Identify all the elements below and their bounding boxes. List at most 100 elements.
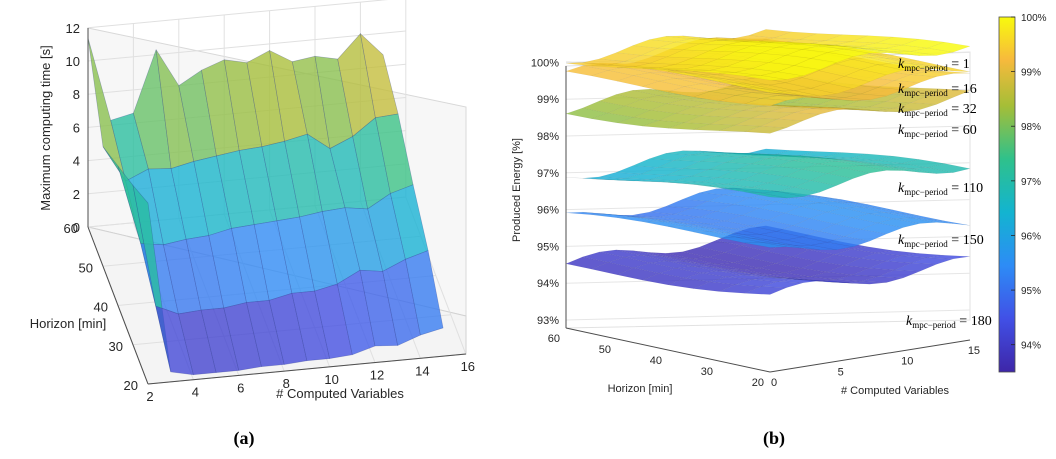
x-tick-label: 15: [968, 345, 980, 357]
colorbar-tick-label: 95%: [1021, 286, 1041, 297]
surface-patch: [927, 41, 971, 53]
y-tick-label: 20: [752, 377, 764, 389]
surface-patch: [749, 29, 792, 39]
y-axis-label: Horizon [min]: [608, 383, 673, 395]
surface-patch: [774, 150, 818, 156]
surface-patch: [825, 152, 869, 159]
y-tick-label: 50: [599, 344, 611, 356]
surface-patch: [876, 155, 920, 164]
surface-patch: [927, 218, 970, 226]
colorbar-tick-label: 96%: [1021, 231, 1041, 242]
y-tick-label: 40: [650, 355, 662, 367]
surface-patch: [800, 33, 843, 41]
surface-patch: [851, 35, 894, 44]
z-tick-label: 6: [73, 120, 80, 135]
z-tick-label: 96%: [537, 205, 559, 217]
panel-b: 93% 94% 95% 96% 97% 98% 99% 100% 20 30 40 50 60 0 5 1…: [511, 13, 1047, 449]
series-label: kmpc−period = 60: [898, 123, 977, 139]
surface-patch: [927, 163, 971, 173]
gridline: [87, 30, 406, 62]
z-axis-label: Maximum computing time [s]: [38, 45, 53, 210]
surface-patch: [390, 184, 429, 260]
surface-patch: [825, 34, 869, 42]
series-label: kmpc−period = 150: [898, 233, 984, 249]
z-tick-label: 0: [73, 220, 80, 235]
series-labels: kmpc−period = 1 kmpc−period = 16 kmpc−peri…: [898, 57, 992, 330]
colorbar-tick-label: 98%: [1021, 122, 1041, 133]
energy-surface: [565, 29, 971, 81]
panel-label-a: (a): [234, 428, 255, 449]
x-tick-label: 16: [461, 359, 475, 374]
x-tick-label: 10: [324, 372, 338, 387]
colorbar-tick-label: 97%: [1021, 177, 1041, 188]
colorbar-tick-labels: 100% 99% 98% 97% 96% 95% 94%: [1011, 13, 1047, 352]
x-tick-label: 0: [771, 377, 777, 389]
surface-patch: [749, 148, 792, 155]
y-tick-label: 40: [94, 300, 108, 315]
surface-patch: [927, 255, 970, 260]
x-tick-label: 5: [838, 366, 844, 378]
panel-a: 0 2 4 6 8 10 12 20 30 40 50 60 2 4 6 8 10 12 14 16 Maximu…: [30, 0, 475, 449]
surface-patch: [375, 113, 414, 194]
surface-patch: [902, 38, 945, 49]
surface-patch: [876, 36, 920, 46]
surface-patch: [902, 253, 945, 258]
surface-patch: [851, 246, 894, 254]
y-tick-label: 60: [548, 333, 560, 345]
surface-patch: [800, 151, 843, 157]
series-label: kmpc−period = 16: [898, 82, 977, 98]
z-tick-label: 99%: [537, 94, 559, 106]
y-tick-label: 30: [109, 339, 123, 354]
z-tick-label: 100%: [531, 57, 559, 69]
x-tick-label: 4: [192, 385, 199, 400]
z-tick-label: 4: [73, 154, 80, 169]
energy-surface: [565, 225, 970, 295]
z-tick-labels: 93% 94% 95% 96% 97% 98% 99% 100%: [531, 57, 559, 327]
z-tick-label: 95%: [537, 241, 559, 253]
x-axis-label: # Computed Variables: [276, 386, 404, 401]
colorbar-tick-label: 94%: [1021, 341, 1041, 352]
x-tick-label: 12: [370, 368, 384, 383]
z-tick-label: 98%: [537, 131, 559, 143]
surface: [87, 32, 444, 376]
x-tick-label: 8: [283, 376, 290, 391]
y-tick-label: 20: [124, 378, 138, 393]
x-tick-labels: 0 5 10 15: [771, 345, 980, 389]
y-tick-label: 50: [79, 260, 93, 275]
panel-label-b: (b): [763, 428, 785, 449]
y-axis-label: Horizon [min]: [30, 316, 107, 331]
surface-patch: [927, 88, 971, 98]
x-axis-label: # Computed Variables: [841, 385, 950, 397]
y-tick-labels: 20 30 40 50 60: [64, 221, 138, 393]
surface-patch: [851, 153, 894, 161]
series-label: kmpc−period = 180: [906, 314, 992, 330]
energy-surface: [565, 148, 971, 199]
surface-patch: [774, 31, 818, 40]
axes: [87, 28, 467, 385]
series-label: kmpc−period = 32: [898, 102, 977, 118]
y-tick-label: 60: [64, 221, 78, 236]
surface-patch: [405, 250, 444, 336]
z-tick-label: 97%: [537, 168, 559, 180]
series-label: kmpc−period = 1: [898, 57, 970, 73]
z-tick-label: 94%: [537, 278, 559, 290]
colorbar-tick-label: 100%: [1021, 13, 1047, 24]
z-tick-label: 8: [73, 87, 80, 102]
y-tick-label: 30: [701, 366, 713, 378]
z-tick-labels: 0 2 4 6 8 10 12: [66, 21, 80, 235]
x-tick-label: 2: [146, 389, 153, 404]
series-label: kmpc−period = 110: [898, 181, 983, 197]
axes: [565, 66, 971, 373]
x-tick-labels: 2 4 6 8 10 12 14 16: [146, 359, 475, 404]
x-tick-label: 14: [415, 363, 429, 378]
surface-patch: [902, 87, 945, 96]
surface-patch: [927, 70, 970, 74]
surface-patch: [927, 65, 971, 72]
z-tick-label: 93%: [537, 315, 559, 327]
z-tick-label: 2: [73, 187, 80, 202]
colorbar: [998, 16, 1016, 373]
z-tick-label: 10: [66, 54, 80, 69]
colorbar-tick-label: 99%: [1021, 68, 1041, 79]
surface-patch: [902, 159, 945, 168]
gridline: [565, 309, 971, 321]
